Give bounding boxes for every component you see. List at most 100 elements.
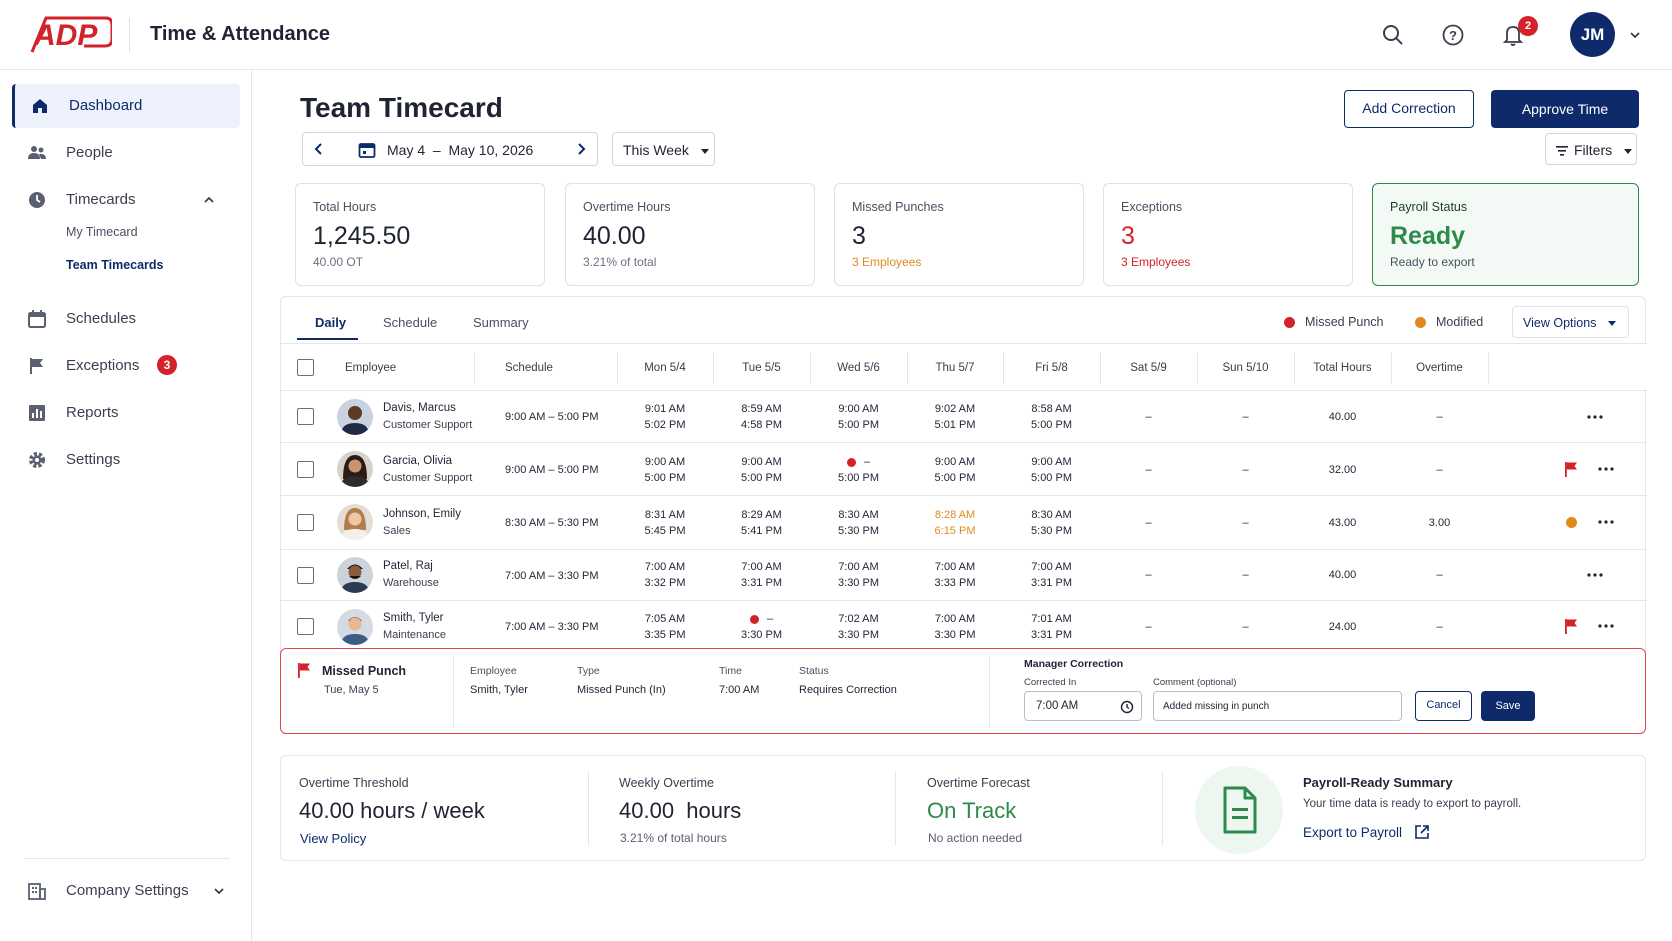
row-checkbox[interactable] (297, 618, 314, 635)
day-cell-missed[interactable]: – 5:00 PM (810, 454, 907, 486)
employee-name[interactable]: Davis, Marcus (383, 402, 456, 414)
filters-button[interactable]: Filters (1545, 133, 1637, 165)
more-options-icon[interactable] (1584, 567, 1606, 583)
day-cell[interactable]: 9:00 AM 5:00 PM (907, 454, 1003, 486)
more-options-icon[interactable] (1584, 409, 1606, 425)
chevron-up-icon[interactable] (202, 193, 216, 207)
day-cell[interactable]: 8:30 AM 5:30 PM (1003, 507, 1100, 539)
approve-time-button[interactable]: Approve Time (1491, 90, 1639, 128)
export-to-payroll-link[interactable]: Export to Payroll (1303, 824, 1430, 840)
subnav-team-timecards[interactable]: Team Timecards (66, 258, 164, 272)
bell-icon[interactable] (1500, 22, 1526, 48)
tab-daily[interactable]: Daily (315, 315, 347, 330)
column-header[interactable]: Fri 5/8 (1035, 362, 1068, 374)
view-options-button[interactable]: View Options (1512, 306, 1629, 338)
day-cell[interactable]: 7:00 AM 3:30 PM (810, 559, 907, 591)
more-options-icon[interactable] (1595, 618, 1617, 634)
day-cell[interactable]: 8:30 AM 5:30 PM (810, 507, 907, 539)
chevron-right-icon[interactable] (573, 141, 589, 157)
chevron-down-icon[interactable] (1628, 28, 1642, 42)
date-range-picker[interactable]: May 4 – May 10, 2026 (302, 132, 598, 166)
more-options-icon[interactable] (1595, 461, 1617, 477)
employee-name[interactable]: Patel, Raj (383, 560, 433, 572)
column-header[interactable]: Schedule (505, 362, 553, 374)
modified-indicator-dot[interactable] (1566, 517, 1577, 528)
chevron-left-icon[interactable] (311, 141, 327, 157)
day-cell[interactable]: 7:00 AM 3:32 PM (617, 559, 713, 591)
day-cell[interactable]: 8:59 AM 4:58 PM (713, 401, 810, 433)
period-select[interactable]: This Week (612, 132, 715, 166)
day-cell[interactable]: 9:00 AM 5:00 PM (713, 454, 810, 486)
sidebar-item-dashboard[interactable]: Dashboard (12, 84, 240, 128)
subnav-my-timecard[interactable]: My Timecard (66, 225, 138, 239)
sidebar-item-exceptions[interactable]: Exceptions 3 (12, 344, 240, 388)
chevron-down-icon[interactable] (212, 884, 226, 898)
row-checkbox[interactable] (297, 514, 314, 531)
row-checkbox[interactable] (297, 461, 314, 478)
day-cell[interactable]: 8:31 AM 5:45 PM (617, 507, 713, 539)
column-header[interactable]: Tue 5/5 (742, 362, 781, 374)
clock-icon[interactable] (1120, 700, 1134, 714)
day-cell[interactable]: 9:00 AM 5:00 PM (617, 454, 713, 486)
sidebar-item-people[interactable]: People (12, 131, 240, 175)
day-cell[interactable]: 7:05 AM 3:35 PM (617, 611, 713, 643)
employee-name[interactable]: Garcia, Olivia (383, 455, 453, 467)
adp-logo[interactable]: ADP (26, 15, 112, 54)
day-cell[interactable]: 9:02 AM 5:01 PM (907, 401, 1003, 433)
day-cell[interactable]: 7:00 AM 3:30 PM (907, 611, 1003, 643)
sidebar-item-schedules[interactable]: Schedules (12, 297, 240, 341)
column-header[interactable]: Sat 5/9 (1130, 362, 1167, 374)
card-missed-punches[interactable]: Missed Punches 3 3 Employees (834, 183, 1084, 286)
table-row[interactable]: Patel, Raj Warehouse 7:00 AM – 3:30 PM 7… (281, 550, 1647, 601)
day-cell[interactable]: 9:00 AM 5:00 PM (1003, 454, 1100, 486)
sidebar-item-reports[interactable]: Reports (12, 391, 240, 435)
row-checkbox[interactable] (297, 408, 314, 425)
sidebar-item-company-settings[interactable]: Company Settings (12, 869, 240, 913)
column-header[interactable]: Wed 5/6 (837, 362, 880, 374)
sidebar-item-timecards[interactable]: Timecards (12, 178, 240, 222)
card-sub[interactable]: 3 Employees (852, 255, 922, 269)
day-cell[interactable]: 9:00 AM 5:00 PM (810, 401, 907, 433)
sidebar-item-settings[interactable]: Settings (12, 438, 240, 482)
day-cell[interactable]: 7:02 AM 3:30 PM (810, 611, 907, 643)
day-cell[interactable]: 7:00 AM 3:31 PM (713, 559, 810, 591)
view-policy-link[interactable]: View Policy (300, 831, 367, 846)
day-cell[interactable]: 7:01 AM 3:31 PM (1003, 611, 1100, 643)
add-correction-button[interactable]: Add Correction (1344, 90, 1474, 128)
day-cell[interactable]: 8:58 AM 5:00 PM (1003, 401, 1100, 433)
tab-schedule[interactable]: Schedule (383, 315, 438, 330)
column-header[interactable]: Thu 5/7 (935, 362, 975, 374)
corrected-in-field[interactable]: 7:00 AM (1024, 691, 1142, 721)
day-cell[interactable]: 8:29 AM 5:41 PM (713, 507, 810, 539)
more-options-icon[interactable] (1595, 514, 1617, 530)
exception-flag-icon[interactable] (1564, 461, 1578, 477)
exception-flag-icon[interactable] (1564, 618, 1578, 634)
employee-name[interactable]: Johnson, Emily (383, 508, 461, 520)
table-row[interactable]: Davis, Marcus Customer Support 9:00 AM –… (281, 391, 1647, 443)
comment-input[interactable]: Added missing in punch (1153, 691, 1402, 721)
card-exceptions[interactable]: Exceptions 3 3 Employees (1103, 183, 1353, 286)
column-header[interactable]: Employee (345, 362, 397, 374)
table-row[interactable]: Johnson, Emily Sales 8:30 AM – 5:30 PM 8… (281, 496, 1647, 550)
table-row[interactable]: Smith, Tyler Maintenance 7:00 AM – 3:30 … (281, 601, 1647, 653)
day-cell-missed[interactable]: – 3:30 PM (713, 611, 810, 643)
column-header[interactable]: Sun 5/10 (1222, 362, 1269, 374)
column-header[interactable]: Overtime (1416, 362, 1463, 374)
day-cell[interactable]: 7:00 AM 3:33 PM (907, 559, 1003, 591)
user-avatar[interactable]: JM (1570, 12, 1615, 57)
help-icon[interactable]: ? (1440, 22, 1466, 48)
row-checkbox[interactable] (297, 567, 314, 584)
column-header[interactable]: Total Hours (1313, 362, 1372, 374)
day-cell-modified[interactable]: 8:28 AM 6:15 PM (907, 507, 1003, 539)
day-cell[interactable]: 7:00 AM 3:31 PM (1003, 559, 1100, 591)
save-button[interactable]: Save (1481, 691, 1535, 721)
search-icon[interactable] (1380, 22, 1406, 48)
table-row[interactable]: Garcia, Olivia Customer Support 9:00 AM … (281, 443, 1647, 496)
day-cell[interactable]: 9:01 AM 5:02 PM (617, 401, 713, 433)
card-sub[interactable]: 3 Employees (1121, 255, 1191, 269)
employee-name[interactable]: Smith, Tyler (383, 612, 444, 624)
select-all-checkbox[interactable] (297, 359, 314, 376)
column-header[interactable]: Mon 5/4 (644, 362, 686, 374)
cancel-button[interactable]: Cancel (1415, 691, 1472, 721)
tab-summary[interactable]: Summary (473, 315, 529, 330)
